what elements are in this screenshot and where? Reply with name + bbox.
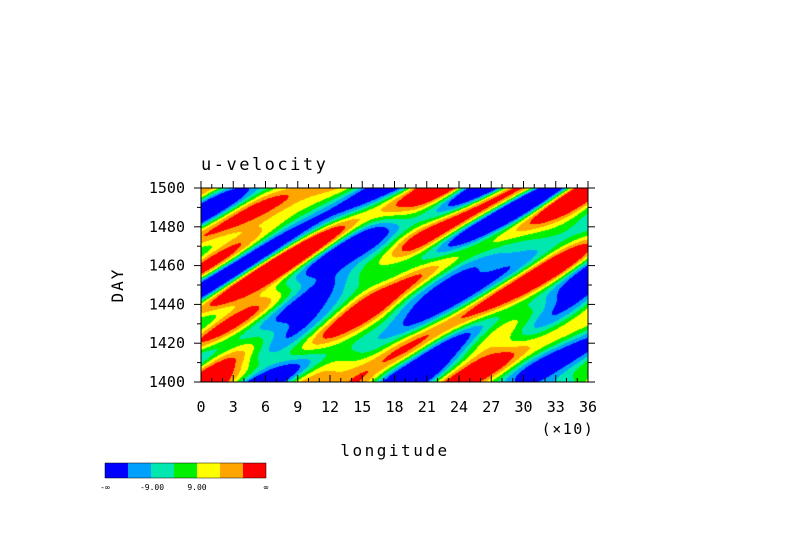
heatmap-image	[201, 188, 588, 382]
x-tick-label: 33	[547, 398, 565, 416]
y-tick-label: 1420	[149, 334, 185, 352]
colorbar-frame	[104, 462, 267, 479]
x-axis-ticks: 0 3 6 9 12 15 18 21 24 27 30 33 36	[196, 181, 597, 416]
colorbar-swatch	[174, 463, 197, 478]
x-tick-label: 30	[514, 398, 532, 416]
x-multiplier-label: (×10)	[542, 420, 595, 438]
x-tick-label: 3	[229, 398, 238, 416]
y-axis-label: DAY	[108, 268, 127, 303]
x-tick-label: 27	[482, 398, 500, 416]
colorbar: -∞ -9.00 9.00 ∞	[100, 462, 269, 492]
x-tick-label: 24	[450, 398, 468, 416]
y-tick-label: 1460	[149, 257, 185, 275]
colorbar-label: -9.00	[140, 483, 164, 492]
colorbar-swatch	[197, 463, 220, 478]
x-tick-label: 6	[261, 398, 270, 416]
x-tick-label: 12	[321, 398, 339, 416]
colorbar-label: -∞	[100, 483, 110, 492]
x-tick-label: 15	[353, 398, 371, 416]
y-tick-label: 1500	[149, 179, 185, 197]
colorbar-swatch	[105, 463, 128, 478]
x-tick-label: 36	[579, 398, 597, 416]
colorbar-swatch	[243, 463, 266, 478]
chart-title: u-velocity	[201, 155, 328, 175]
colorbar-swatch	[151, 463, 174, 478]
x-tick-label: 9	[293, 398, 302, 416]
y-tick-label: 1440	[149, 295, 185, 313]
x-tick-label: 0	[196, 398, 205, 416]
x-tick-label: 21	[418, 398, 436, 416]
y-tick-label: 1480	[149, 218, 185, 236]
x-tick-label: 18	[385, 398, 403, 416]
colorbar-swatch	[128, 463, 151, 478]
y-tick-label: 1400	[149, 373, 185, 391]
x-axis-label: longitude	[340, 441, 449, 460]
heatmap-field	[201, 188, 588, 382]
colorbar-label: 9.00	[187, 483, 206, 492]
colorbar-label: ∞	[264, 483, 269, 492]
y-axis-ticks: 1400 1420 1440 1460 1480 1500	[149, 179, 595, 391]
colorbar-swatch	[220, 463, 243, 478]
